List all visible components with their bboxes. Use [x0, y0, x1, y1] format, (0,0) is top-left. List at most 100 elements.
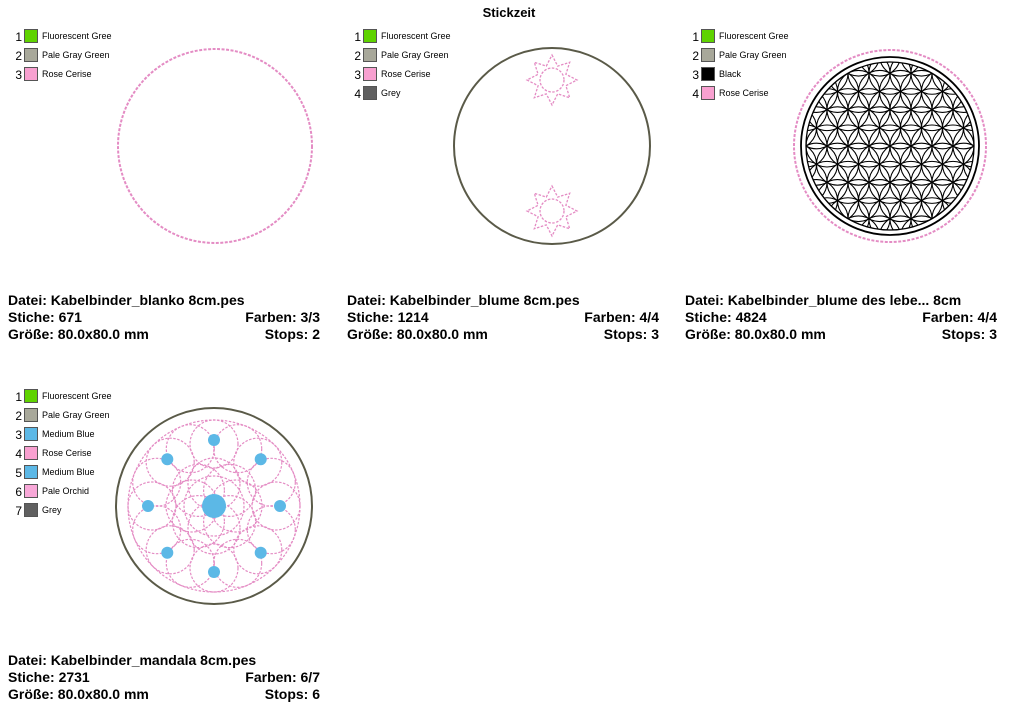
- life-circle: [857, 215, 902, 230]
- color-swatch: [24, 389, 38, 403]
- life-circle: [941, 142, 974, 186]
- legend-number: 6: [15, 485, 22, 499]
- mandala-dot: [274, 500, 286, 512]
- legend-color-name: Fluorescent Gree: [381, 31, 451, 41]
- mandala-petal: [203, 463, 257, 518]
- mandala-petal: [203, 495, 257, 549]
- mandala-center-dot: [202, 494, 226, 518]
- stitch-count: Stiche: 2731: [8, 669, 90, 685]
- file-name: Datei: Kabelbinder_mandala 8cm.pes: [8, 652, 257, 668]
- design-preview: [793, 49, 987, 243]
- file-name: Datei: Kabelbinder_blanko 8cm.pes: [8, 292, 245, 308]
- stitch-count: Stiche: 1214: [347, 309, 429, 325]
- legend-color-name: Pale Gray Green: [42, 50, 110, 60]
- legend-number: 5: [15, 466, 22, 480]
- mandala-arc: [145, 437, 195, 487]
- mandala-dot: [161, 453, 174, 466]
- stop-count: Stops: 6: [264, 686, 320, 702]
- life-circle: [952, 160, 974, 204]
- color-swatch: [24, 427, 38, 441]
- legend-color-name: Medium Blue: [42, 467, 95, 477]
- legend-number: 3: [692, 68, 699, 82]
- life-circle: [899, 62, 944, 77]
- mandala-inner-flower: [165, 457, 263, 555]
- legend-color-name: Rose Cerise: [719, 88, 769, 98]
- design-info: Datei: Kabelbinder_blume des lebe... 8cm…: [685, 292, 997, 343]
- legend-color-name: Grey: [42, 505, 62, 515]
- flower-center: [539, 198, 565, 224]
- mandala-dot: [254, 546, 267, 559]
- mandala-arc: [246, 457, 296, 507]
- outer-ring: [800, 56, 980, 236]
- legend-color-name: Medium Blue: [42, 429, 95, 439]
- outline-circle: [793, 49, 987, 243]
- mandala-arc: [213, 538, 263, 588]
- color-swatch: [24, 48, 38, 62]
- flower-petals: [525, 184, 579, 238]
- legend-color-name: Rose Cerise: [42, 69, 92, 79]
- stop-count: Stops: 3: [603, 326, 659, 342]
- color-swatch: [24, 484, 38, 498]
- design-card-blume: 1 Fluorescent Gree 2 Pale Gray Green 3 R…: [347, 26, 665, 356]
- legend-number: 4: [15, 447, 22, 461]
- life-circle: [836, 215, 881, 230]
- color-count: Farben: 4/4: [584, 309, 659, 325]
- mandala-blue-dots: [142, 434, 286, 578]
- color-swatch: [363, 86, 377, 100]
- legend-number: 1: [692, 30, 699, 44]
- life-circle: [952, 124, 974, 168]
- design-size: Größe: 80.0x80.0 mm: [685, 326, 826, 342]
- legend-color-name: Pale Gray Green: [381, 50, 449, 60]
- legend-number: 4: [692, 87, 699, 101]
- life-circle: [806, 160, 828, 204]
- mandala-arc: [251, 481, 301, 531]
- legend-number: 7: [15, 504, 22, 518]
- legend-color-name: Fluorescent Gree: [719, 31, 789, 41]
- legend-color-name: Pale Orchid: [42, 486, 90, 496]
- life-circle: [806, 88, 828, 132]
- color-swatch: [701, 86, 715, 100]
- mandala-petal: [171, 495, 225, 549]
- mandala-arc: [127, 481, 177, 531]
- design-info: Datei: Kabelbinder_mandala 8cm.pes Stich…: [8, 652, 320, 703]
- mandala-arc: [233, 525, 283, 575]
- outline-circle: [115, 407, 313, 605]
- life-circle: [941, 106, 974, 150]
- legend-number: 2: [354, 49, 361, 63]
- flower-center: [539, 67, 565, 93]
- legend-color-name: Fluorescent Gree: [42, 391, 112, 401]
- legend-color-name: Grey: [381, 88, 401, 98]
- design-preview: [117, 48, 313, 244]
- color-count: Farben: 3/3: [245, 309, 320, 325]
- life-circle: [899, 215, 944, 230]
- design-preview: [453, 47, 651, 245]
- color-count: Farben: 4/4: [922, 309, 997, 325]
- life-circle: [806, 142, 818, 186]
- color-swatch: [24, 29, 38, 43]
- legend-number: 2: [15, 409, 22, 423]
- legend-color-name: Fluorescent Gree: [42, 31, 112, 41]
- legend-number: 1: [15, 30, 22, 44]
- outline-circle: [453, 47, 651, 245]
- flower-of-life-pattern: [806, 62, 974, 230]
- design-card-blanko: 1 Fluorescent Gree 2 Pale Gray Green 3 R…: [8, 26, 326, 356]
- color-swatch: [24, 408, 38, 422]
- legend-color-name: Rose Cerise: [42, 448, 92, 458]
- mandala-arc: [189, 543, 239, 593]
- flower-motif-bottom: [525, 184, 579, 238]
- life-circle: [878, 215, 923, 230]
- design-size: Größe: 80.0x80.0 mm: [347, 326, 488, 342]
- design-size: Größe: 80.0x80.0 mm: [8, 686, 149, 702]
- legend-number: 2: [15, 49, 22, 63]
- stitch-count: Stiche: 4824: [685, 309, 767, 325]
- design-card-blume-des-lebens: 1 Fluorescent Gree 2 Pale Gray Green 3 B…: [685, 26, 1003, 356]
- mandala-inner-ring: [183, 475, 245, 537]
- color-swatch: [24, 465, 38, 479]
- legend-number: 3: [354, 68, 361, 82]
- color-swatch: [363, 67, 377, 81]
- mandala-dot: [208, 566, 220, 578]
- life-circle: [962, 106, 974, 150]
- legend-number: 2: [692, 49, 699, 63]
- page-title: Stickzeit: [482, 5, 536, 20]
- mandala-arc: [145, 525, 195, 575]
